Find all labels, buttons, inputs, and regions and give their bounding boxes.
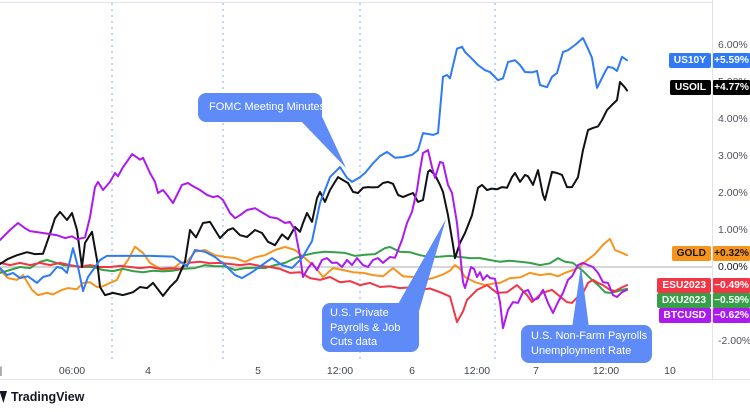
tradingview-logo-icon <box>0 391 7 403</box>
y-axis-tick: 2.00% <box>718 187 748 199</box>
callout-nonfarm-payrolls-unemployment[interactable]: U.S. Non-Farm Payrolls Unemployment Rate <box>521 325 652 363</box>
series-line-ESU2023 <box>0 260 628 324</box>
x-axis-tick: 10 <box>664 365 676 377</box>
callout-text: FOMC Meeting Minutes <box>209 101 326 114</box>
tradingview-wordmark: TradingView <box>11 390 85 404</box>
price-label-ESU2023: −0.49% <box>713 277 750 293</box>
symbol-label-ESU2023: ESU2023 <box>657 277 711 293</box>
chart-canvas[interactable] <box>0 0 712 380</box>
callout-fomc-meeting-minutes[interactable]: FOMC Meeting Minutes <box>198 93 326 122</box>
y-axis-tick: -2.00% <box>718 335 750 347</box>
series-line-USOIL <box>0 81 628 297</box>
x-axis-tick: 12:00 <box>463 365 491 377</box>
y-axis-tick: 0.00% <box>718 261 748 273</box>
callout-text: U.S. Private <box>330 307 389 319</box>
callout-private-payrolls-job-cuts[interactable]: U.S. Private Payrolls & Job Cuts data <box>322 303 419 352</box>
callout-text: Unemployment Rate <box>531 344 632 357</box>
series-line-DXU2023 <box>0 246 628 294</box>
x-axis-tick: 5 <box>255 365 261 377</box>
x-axis-tick: 4 <box>145 365 151 377</box>
axis-border <box>0 379 750 380</box>
x-axis-tick: 06:00 <box>58 365 86 377</box>
x-axis-tick: 12:00 <box>326 365 354 377</box>
symbol-label-USOIL: USOIL <box>669 79 711 95</box>
callout-text: Payrolls & Job <box>330 321 401 334</box>
series-line-BTCUSD <box>0 149 628 330</box>
price-label-GOLD: +0.32% <box>713 245 750 261</box>
series-line-US10Y <box>0 37 628 293</box>
symbol-label-BTCUSD: BTCUSD <box>658 307 711 323</box>
y-axis-tick: 3.00% <box>718 150 748 162</box>
symbol-label-GOLD: GOLD <box>671 245 711 261</box>
time-axis[interactable]: | 06:00 4 5 12:00 6 12:00 7 12:00 10 <box>0 362 750 379</box>
price-label-USOIL: +4.77% <box>713 79 750 95</box>
callout-pointer <box>572 266 589 328</box>
price-axis[interactable]: 6.00%5.00%4.00%3.00%2.00%1.00%0.00%-2.00… <box>712 0 750 379</box>
callout-pointer <box>397 219 446 318</box>
y-axis-tick: 6.00% <box>718 39 748 51</box>
price-label-DXU2023: −0.59% <box>713 292 750 308</box>
symbol-label-US10Y: US10Y <box>668 52 711 68</box>
callout-text: U.S. Non-Farm Payrolls <box>531 330 648 342</box>
x-axis-tick: 7 <box>533 365 539 377</box>
price-label-US10Y: +5.59% <box>713 52 750 68</box>
symbol-label-DXU2023: DXU2023 <box>656 292 711 308</box>
tradingview-watermark[interactable]: TradingView <box>0 387 84 407</box>
x-axis-tick: 12:00 <box>592 365 620 377</box>
y-axis-tick: 1.00% <box>718 224 748 236</box>
callout-text: Cuts data <box>330 336 378 348</box>
x-axis-tick: | <box>0 365 3 377</box>
x-axis-tick: 6 <box>409 365 415 377</box>
price-label-BTCUSD: −0.62% <box>713 307 750 323</box>
callout-pointer <box>299 108 346 168</box>
series-line-GOLD <box>0 237 628 297</box>
y-axis-tick: 4.00% <box>718 113 748 125</box>
